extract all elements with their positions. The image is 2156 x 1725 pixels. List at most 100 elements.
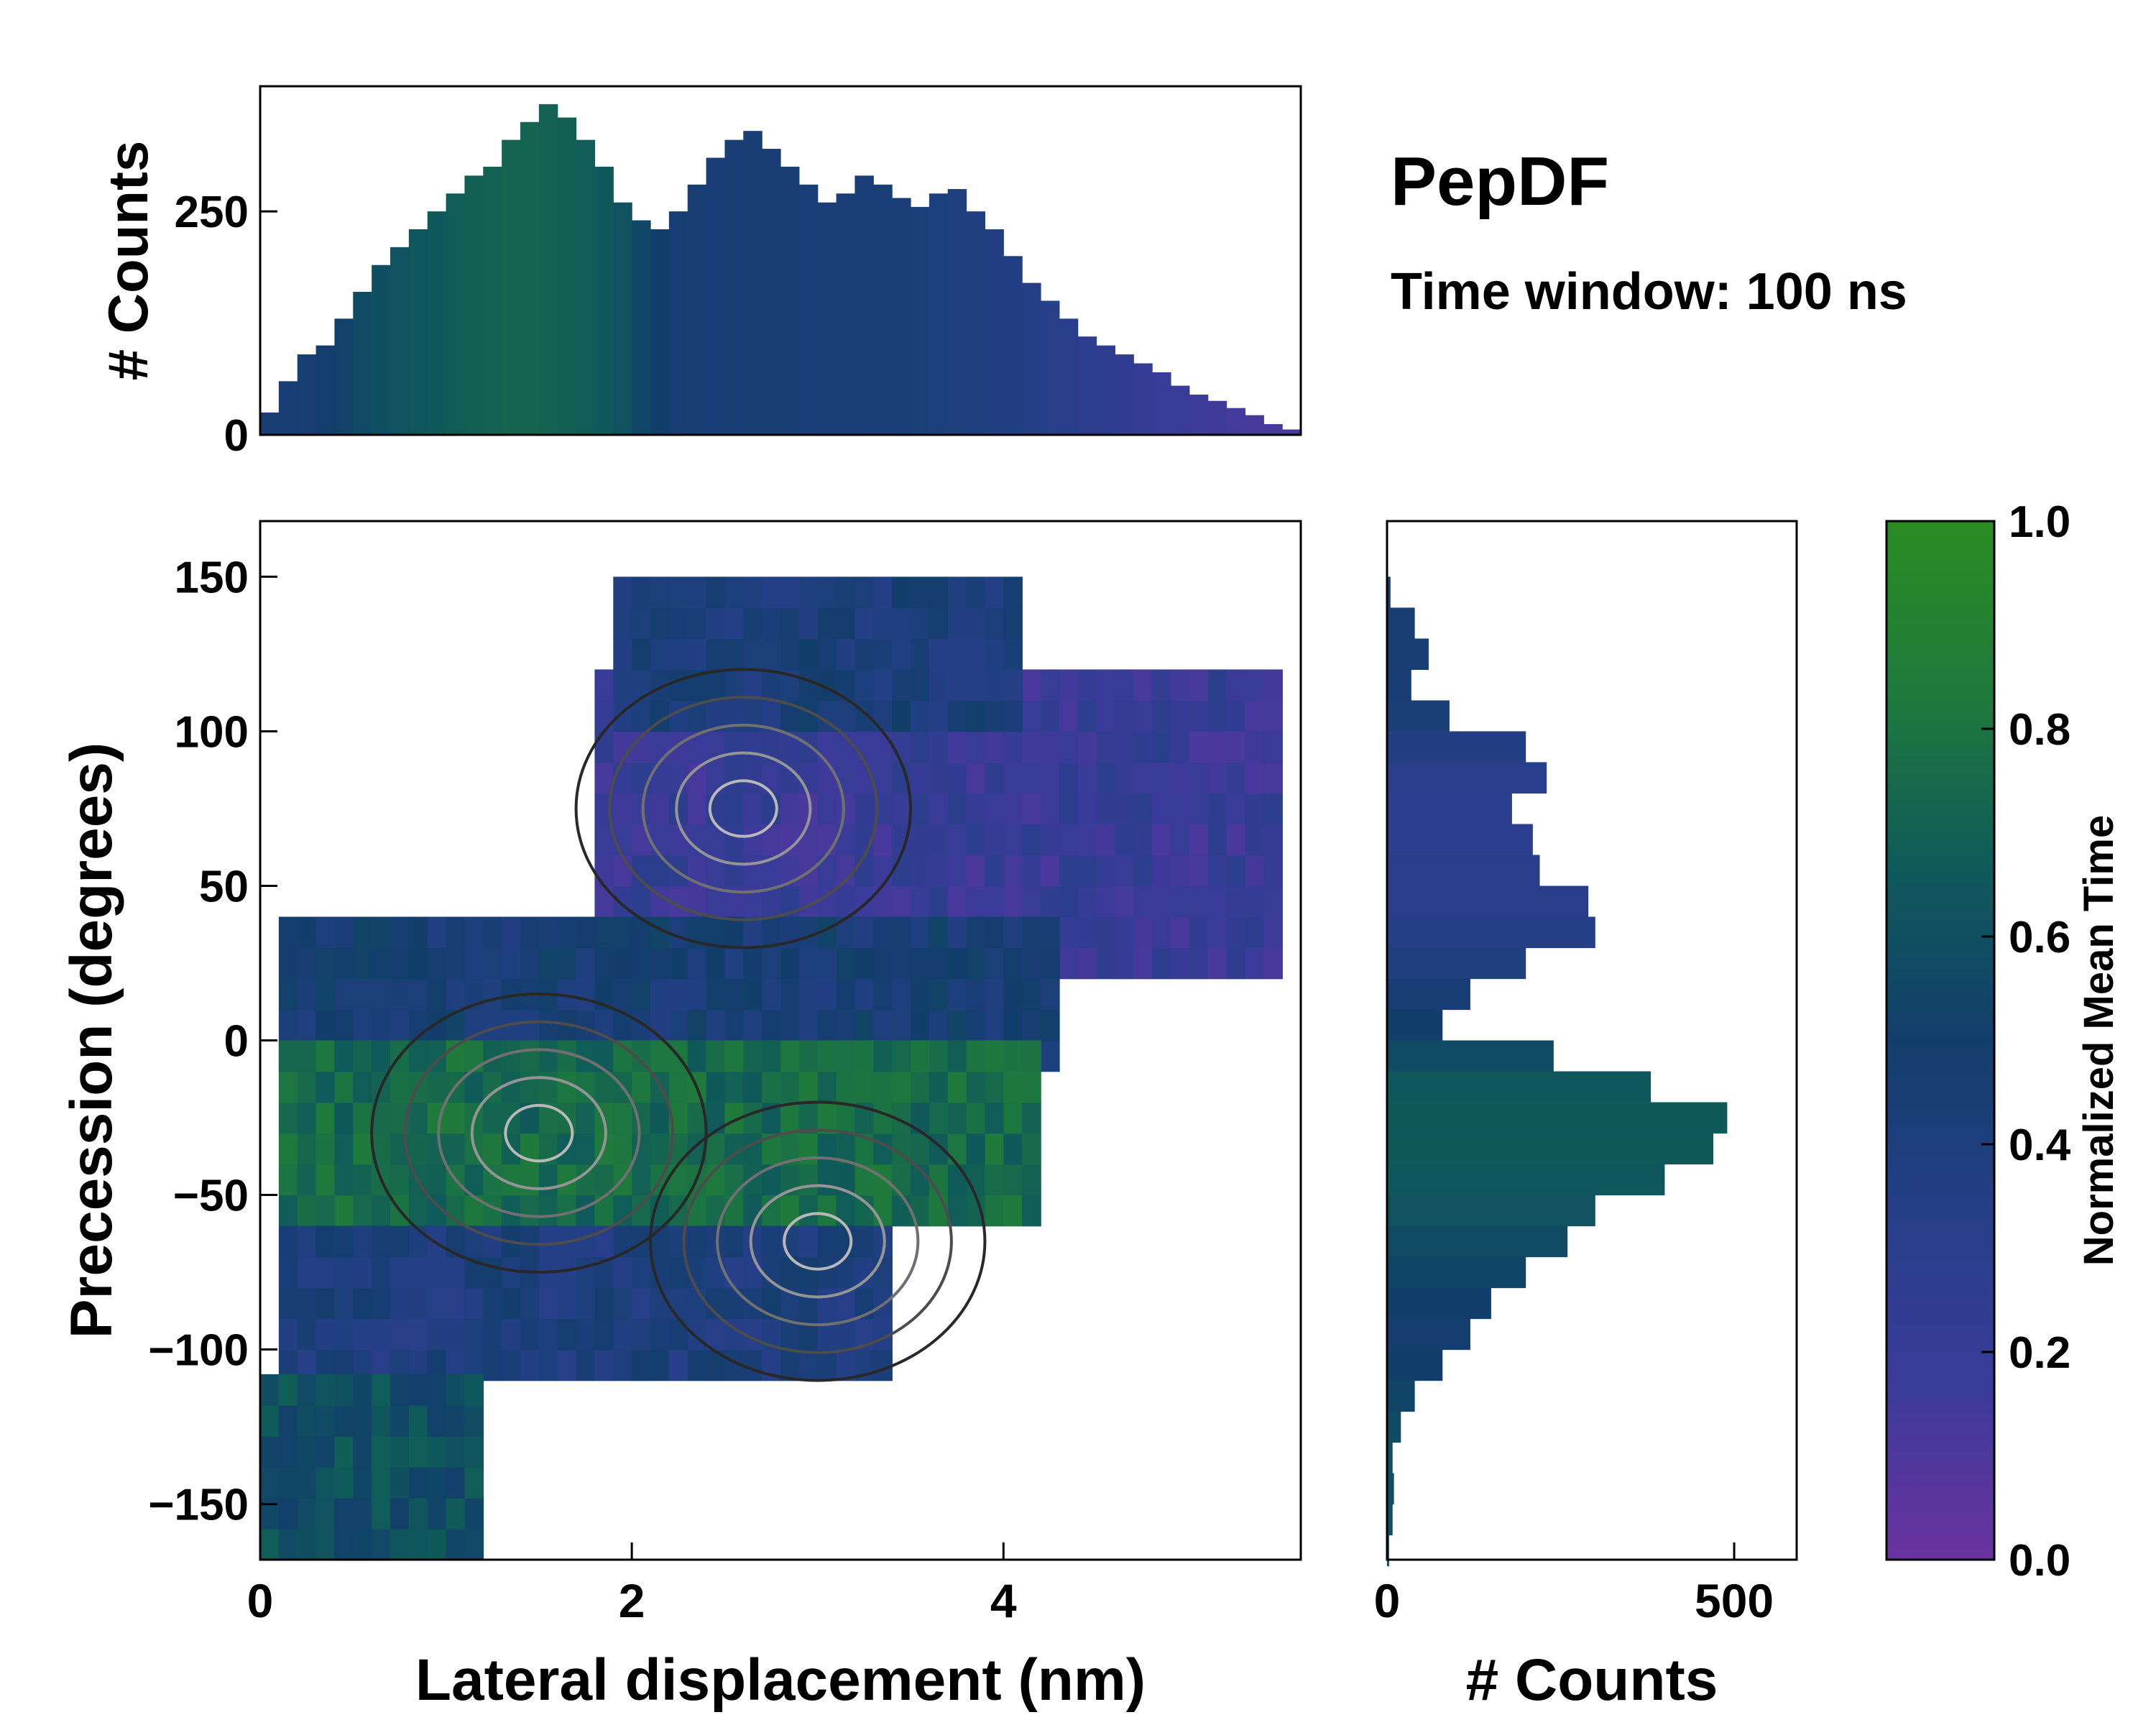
heatmap-cell (1226, 916, 1246, 949)
heatmap-cell (1226, 731, 1246, 763)
heatmap-cell (929, 886, 949, 918)
heatmap-cell (1207, 762, 1227, 794)
heatmap-cell (632, 700, 651, 732)
heatmap-cell (353, 978, 372, 1011)
heatmap-cell (557, 1287, 577, 1320)
heatmap-cell (911, 1071, 930, 1103)
heatmap-cell (1133, 824, 1153, 856)
heatmap-cell (947, 607, 967, 640)
heatmap-cell (985, 855, 1005, 887)
heatmap-cell (390, 978, 410, 1011)
heatmap-cell (668, 916, 688, 949)
heatmap-cell (576, 1349, 596, 1381)
heatmap-cell (1059, 669, 1079, 702)
heatmap-cell (1245, 824, 1265, 856)
heatmap-cell (594, 1318, 614, 1351)
heatmap-cell (408, 947, 428, 980)
heatmap-cell (798, 1349, 819, 1381)
top-hist-bar (1226, 408, 1246, 435)
heatmap-cell (353, 1133, 372, 1165)
heatmap-cell (985, 762, 1005, 794)
top-hist-bar (334, 318, 354, 435)
heatmap-cell (817, 731, 837, 763)
heatmap-cell (892, 669, 911, 702)
heatmap-cell (966, 638, 986, 671)
heatmap-cell (892, 638, 911, 671)
heatmap-cell (668, 576, 688, 609)
heatmap-cell (594, 886, 614, 918)
heatmap-cell (315, 1374, 336, 1406)
heatmap-cell (538, 1349, 558, 1381)
heatmap-cell (1263, 947, 1283, 980)
heatmap-cell (1207, 947, 1227, 980)
heatmap-cell (1022, 886, 1041, 918)
heatmap-cell (706, 576, 726, 609)
heatmap-contour (504, 1103, 574, 1163)
heatmap-cell (1059, 762, 1079, 794)
heatmap-cell (668, 638, 688, 671)
heatmap-cell (873, 1009, 893, 1041)
heatmap-cell (743, 1071, 763, 1103)
top-hist-ytick-label: 250 (175, 188, 249, 237)
heatmap-cell (1263, 916, 1283, 949)
heatmap-cell (613, 916, 632, 949)
heatmap-cell (854, 700, 875, 732)
heatmap-cell (1171, 824, 1190, 856)
heatmap-cell (724, 1071, 745, 1103)
heatmap-cell (1207, 793, 1227, 825)
heatmap-cell (502, 1040, 521, 1072)
heatmap-cell (464, 916, 484, 949)
heatmap-cell (1263, 793, 1283, 825)
colorbar-tick-label: 0.8 (2009, 705, 2070, 755)
heatmap-cell (873, 1349, 893, 1381)
heatmap-cell (724, 576, 745, 609)
heatmap-cell (929, 1164, 949, 1196)
heatmap-cell (334, 1497, 354, 1530)
right-hist-bar (1387, 1164, 1665, 1196)
heatmap-cell (408, 1374, 428, 1406)
heatmap-cell (632, 1071, 651, 1103)
heatmap-cell (1152, 855, 1171, 887)
right-hist-bar (1387, 1473, 1394, 1505)
heatmap-cell (1096, 916, 1116, 949)
heatmap-cell (892, 886, 911, 918)
heatmap-cell (1077, 886, 1097, 918)
heatmap-cell (929, 916, 949, 949)
heatmap-cell (780, 1102, 800, 1134)
heatmap-cell (297, 1256, 317, 1289)
heatmap-cell (817, 1287, 837, 1320)
heatmap-cell (520, 1164, 540, 1196)
heatmap-cell (315, 1040, 336, 1072)
heatmap-cell (1041, 886, 1060, 918)
heatmap-cell (334, 1009, 354, 1041)
heatmap-ytick-label: 0 (224, 1017, 249, 1067)
heatmap-cell (1189, 855, 1209, 887)
heatmap-cell (520, 1009, 540, 1041)
heatmap-cell (929, 855, 949, 887)
heatmap-cell (390, 1466, 410, 1499)
heatmap-cell (873, 1256, 893, 1289)
heatmap-cell (743, 1195, 763, 1227)
heatmap-cell (817, 1349, 837, 1381)
heatmap-cell (780, 947, 800, 980)
heatmap-cell (836, 669, 856, 702)
right-hist-bar (1387, 669, 1411, 702)
heatmap-cell (315, 1435, 336, 1468)
heatmap-cell (892, 1009, 911, 1041)
right-hist-xlabel: # Counts (1466, 1647, 1718, 1713)
heatmap-cell (315, 1009, 336, 1041)
heatmap-cell (1133, 731, 1153, 763)
heatmap-cell (762, 669, 781, 702)
heatmap-cell (464, 1528, 484, 1560)
heatmap-cell (427, 1225, 447, 1258)
heatmap-cell (780, 1071, 800, 1103)
heatmap-cell (854, 576, 875, 609)
heatmap-cell (278, 1164, 298, 1196)
heatmap-cell (762, 1225, 781, 1258)
heatmap-cell (947, 1040, 967, 1072)
heatmap-cell (724, 855, 745, 887)
heatmap-cell (1152, 824, 1171, 856)
heatmap-cell (613, 793, 632, 825)
heatmap-cell (966, 1133, 986, 1165)
